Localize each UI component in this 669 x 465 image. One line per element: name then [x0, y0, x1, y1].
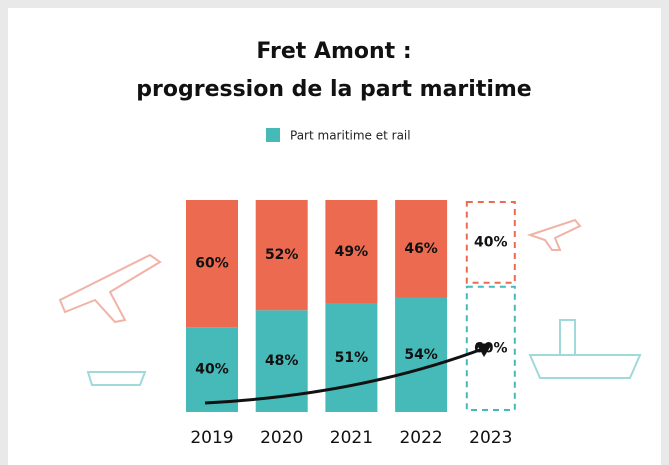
chart: Fret Amont : progression de la part mari… — [0, 0, 669, 465]
value-label: 48% — [265, 353, 299, 369]
x-tick-label: 2023 — [469, 428, 512, 448]
value-label: 46% — [404, 241, 438, 257]
value-label: 52% — [265, 247, 299, 263]
value-label: 40% — [195, 362, 229, 378]
x-tick-label: 2020 — [260, 428, 303, 448]
chart-subtitle: progression de la part maritime — [136, 77, 531, 102]
value-label: 60% — [195, 256, 229, 272]
value-label: 51% — [335, 350, 369, 366]
value-label: 54% — [404, 347, 438, 363]
legend-swatch — [266, 128, 280, 142]
x-tick-label: 2021 — [330, 428, 373, 448]
chart-title: Fret Amont : — [256, 39, 411, 64]
legend-label: Part maritime et rail — [290, 129, 411, 143]
value-label: 40% — [474, 234, 508, 250]
value-label: 60% — [474, 340, 508, 356]
value-label: 49% — [335, 244, 369, 260]
x-tick-label: 2022 — [399, 428, 442, 448]
x-tick-label: 2019 — [190, 428, 233, 448]
